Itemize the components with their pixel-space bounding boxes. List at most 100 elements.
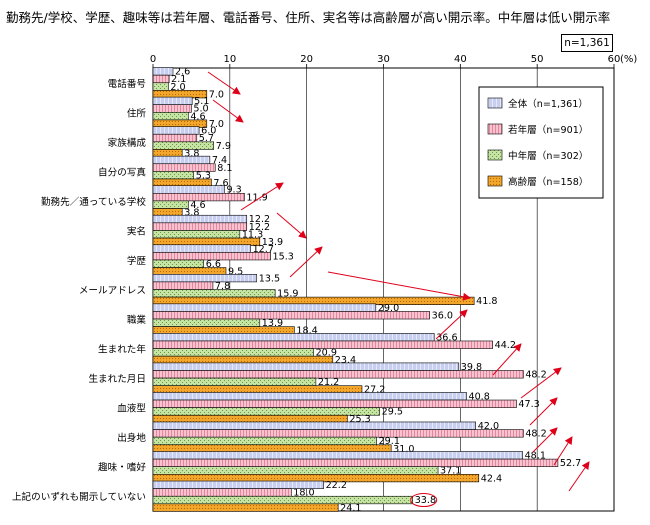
data-label: 7.0 [209, 119, 224, 130]
data-label: 48.1 [525, 451, 546, 462]
legend-swatch [487, 149, 503, 161]
data-label: 15.3 [273, 251, 294, 262]
data-label: 13.9 [262, 237, 283, 248]
x-tick-label: 0 [150, 54, 156, 65]
bar [152, 185, 225, 194]
annotation-arrow [327, 271, 471, 301]
data-label: 6.0 [201, 126, 216, 137]
sample-size-note: n=1,361 [561, 34, 613, 52]
bar [152, 252, 271, 261]
x-tick-label: 20 [300, 54, 313, 65]
data-label: 39.8 [461, 362, 482, 373]
annotation-arrow [553, 436, 573, 466]
data-label: 21.2 [318, 377, 339, 388]
bar [152, 67, 174, 76]
bar [152, 340, 493, 349]
data-label: 12.7 [253, 244, 274, 255]
x-tick-label: 50 [531, 54, 544, 65]
category-label: 勤務先／通っている学校 [41, 196, 146, 208]
legend-label: 高齢層（n=158） [508, 176, 588, 188]
category-label: 学歴 [127, 255, 147, 267]
bar [152, 392, 467, 401]
annotation-arrow [529, 397, 558, 426]
data-label: 9.3 [226, 185, 241, 196]
category-label: 電話番号 [108, 78, 146, 90]
legend-swatch [487, 97, 503, 109]
bar [152, 436, 377, 446]
data-label: 29.5 [382, 407, 403, 418]
data-label: 15.9 [277, 289, 298, 300]
x-axis-unit: (%) [620, 54, 637, 65]
data-label: 41.8 [476, 296, 497, 307]
legend-swatch [487, 123, 503, 135]
category-label: 家族構成 [108, 137, 147, 149]
category-label: 趣味・嗜好 [98, 462, 146, 474]
bar [152, 488, 292, 497]
category-label: 住所 [127, 107, 147, 119]
data-label: 3.8 [184, 208, 199, 219]
bar [152, 214, 248, 224]
data-label: 33.8 [415, 495, 436, 506]
bar [152, 370, 524, 379]
bar [152, 362, 460, 371]
category-label: 実名 [127, 225, 146, 237]
category-label: 生まれた月日 [88, 373, 146, 385]
x-tick-label: 30 [377, 54, 390, 65]
data-label: 18.4 [296, 326, 317, 337]
annotation-arrow [520, 367, 562, 399]
data-label: 11.3 [242, 229, 263, 240]
category-label: 生まれた年 [98, 344, 146, 356]
data-label: 18.0 [293, 488, 314, 499]
legend-swatch [487, 175, 503, 187]
data-label: 7.6 [213, 178, 228, 189]
data-label: 4.6 [190, 111, 205, 122]
data-label: 11.9 [246, 192, 267, 203]
data-label: 42.0 [478, 421, 499, 432]
legend-label: 全体（n=1,361） [508, 98, 588, 110]
category-label: 出身地 [117, 432, 146, 444]
bar [152, 96, 193, 105]
bar [152, 421, 477, 430]
data-label: 7.8 [215, 281, 230, 292]
data-label: 13.9 [262, 318, 283, 329]
data-label: 37.1 [440, 466, 461, 477]
data-label: 47.3 [518, 399, 539, 410]
bar [152, 503, 339, 512]
highlight-circle [410, 493, 438, 508]
data-label: 2.1 [171, 74, 186, 85]
bar [152, 289, 276, 298]
annotation-arrow [240, 182, 284, 211]
data-label: 22.2 [326, 480, 347, 491]
data-label: 8.1 [217, 163, 232, 174]
annotation-arrow [492, 343, 522, 376]
category-label: メールアドレス [79, 286, 146, 297]
bar [152, 82, 169, 91]
annotation-arrow [532, 427, 558, 453]
bar [152, 458, 559, 468]
data-label: 9.5 [228, 267, 243, 278]
category-label: 職業 [127, 314, 147, 326]
bar [152, 303, 377, 312]
bar [152, 407, 380, 416]
bar [152, 318, 261, 327]
data-label: 29.1 [379, 436, 400, 447]
data-label: 12.2 [249, 214, 270, 225]
data-label: 5.7 [199, 133, 214, 144]
bar [152, 348, 314, 357]
data-label: 48.2 [525, 429, 546, 440]
data-label: 5.0 [193, 104, 208, 115]
bar [152, 200, 189, 209]
data-label: 48.2 [525, 370, 546, 381]
data-label: 40.8 [468, 391, 489, 402]
data-label: 52.7 [560, 458, 581, 469]
bar [152, 273, 258, 283]
annotation-arrow [276, 212, 307, 239]
data-label: 5.3 [196, 170, 211, 181]
bar [152, 126, 200, 135]
bar [152, 259, 205, 268]
bar [152, 311, 430, 320]
bar [152, 155, 211, 165]
data-label: 5.1 [194, 96, 209, 107]
bar [152, 281, 214, 290]
category-label: 血液型 [117, 403, 146, 415]
